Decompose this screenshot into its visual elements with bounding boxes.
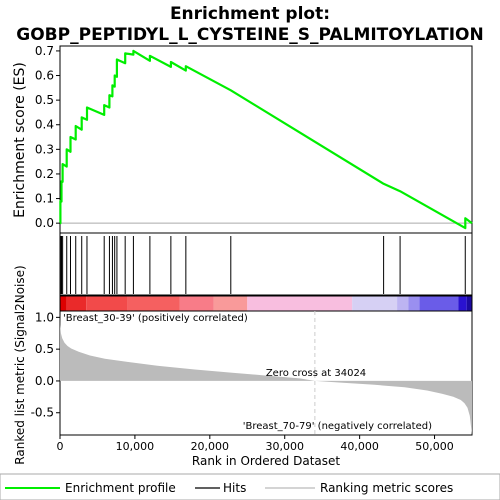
legend-profile-label: Enrichment profile bbox=[65, 481, 176, 495]
metric-ytick-label: 1.0 bbox=[35, 310, 54, 324]
xtick-label: 0 bbox=[57, 440, 64, 453]
heat-segment bbox=[213, 296, 248, 311]
heat-segment bbox=[352, 296, 398, 311]
es-ytick-label: 0.0 bbox=[35, 216, 54, 230]
ranking-metric-area bbox=[60, 314, 472, 435]
es-ytick-label: 0.7 bbox=[35, 44, 54, 58]
chart-title-line2: GOBP_PEPTIDYL_L_CYSTEINE_S_PALMITOYLATIO… bbox=[16, 25, 483, 45]
heat-segment bbox=[60, 296, 67, 311]
heat-segment bbox=[179, 296, 214, 311]
xtick-label: 50,000 bbox=[415, 440, 454, 453]
heat-segment bbox=[397, 296, 409, 311]
metric-ylabel: Ranked list metric (Signal2Noise) bbox=[13, 265, 27, 464]
chart-title-line1: Enrichment plot: bbox=[170, 4, 330, 24]
x-axis-label: Rank in Ordered Dataset bbox=[192, 454, 340, 468]
xtick-label: 10,000 bbox=[116, 440, 155, 453]
xtick-label: 40,000 bbox=[340, 440, 379, 453]
es-panel: 0.0 0.1 0.2 0.3 0.4 0.5 0.6 0.7 bbox=[35, 44, 473, 234]
hits-panel bbox=[59, 232, 473, 296]
heat-segment bbox=[86, 296, 128, 311]
es-ytick-label: 0.1 bbox=[35, 192, 54, 206]
metric-y-axis: 1.0 0.5 0.0 -0.5 bbox=[31, 310, 60, 420]
heat-segment bbox=[466, 296, 472, 311]
es-profile-series bbox=[59, 49, 473, 230]
metric-panel: 1.0 0.5 0.0 -0.5 bbox=[31, 310, 473, 436]
es-y-axis: 0.0 0.1 0.2 0.3 0.4 0.5 0.6 0.7 bbox=[35, 44, 60, 230]
heat-segment bbox=[247, 296, 353, 311]
es-ytick-label: 0.2 bbox=[35, 167, 54, 181]
metric-ytick-label: 0.0 bbox=[35, 374, 54, 388]
xtick-label: 30,000 bbox=[265, 440, 304, 453]
neg-correlation-label: 'Breast_70-79' (negatively correlated) bbox=[243, 421, 432, 432]
heat-segment bbox=[66, 296, 87, 311]
es-ytick-label: 0.5 bbox=[35, 93, 54, 107]
heat-segment bbox=[458, 296, 467, 311]
heat-segment bbox=[408, 296, 420, 311]
xtick-label: 20,000 bbox=[191, 440, 230, 453]
es-ytick-label: 0.3 bbox=[35, 142, 54, 156]
metric-ytick-label: 0.5 bbox=[35, 342, 54, 356]
es-ytick-label: 0.4 bbox=[35, 118, 54, 132]
heat-segment bbox=[419, 296, 459, 311]
es-profile-line bbox=[59, 49, 473, 230]
legend-metric-label: Ranking metric scores bbox=[320, 481, 453, 495]
legend: Enrichment profile Hits Ranking metric s… bbox=[0, 473, 500, 500]
metric-ytick-label: -0.5 bbox=[31, 406, 54, 420]
pos-correlation-label: 'Breast_30-39' (positively correlated) bbox=[63, 313, 248, 324]
es-ylabel: Enrichment score (ES) bbox=[12, 62, 28, 218]
x-axis: 0 10,000 20,000 30,000 40,000 50,000 bbox=[57, 435, 454, 453]
legend-hits-label: Hits bbox=[223, 481, 246, 495]
es-ytick-label: 0.6 bbox=[35, 69, 54, 83]
heat-segment bbox=[127, 296, 180, 311]
ranking-heatmap-bar bbox=[59, 295, 473, 312]
zero-cross-label: Zero cross at 34024 bbox=[266, 368, 366, 379]
